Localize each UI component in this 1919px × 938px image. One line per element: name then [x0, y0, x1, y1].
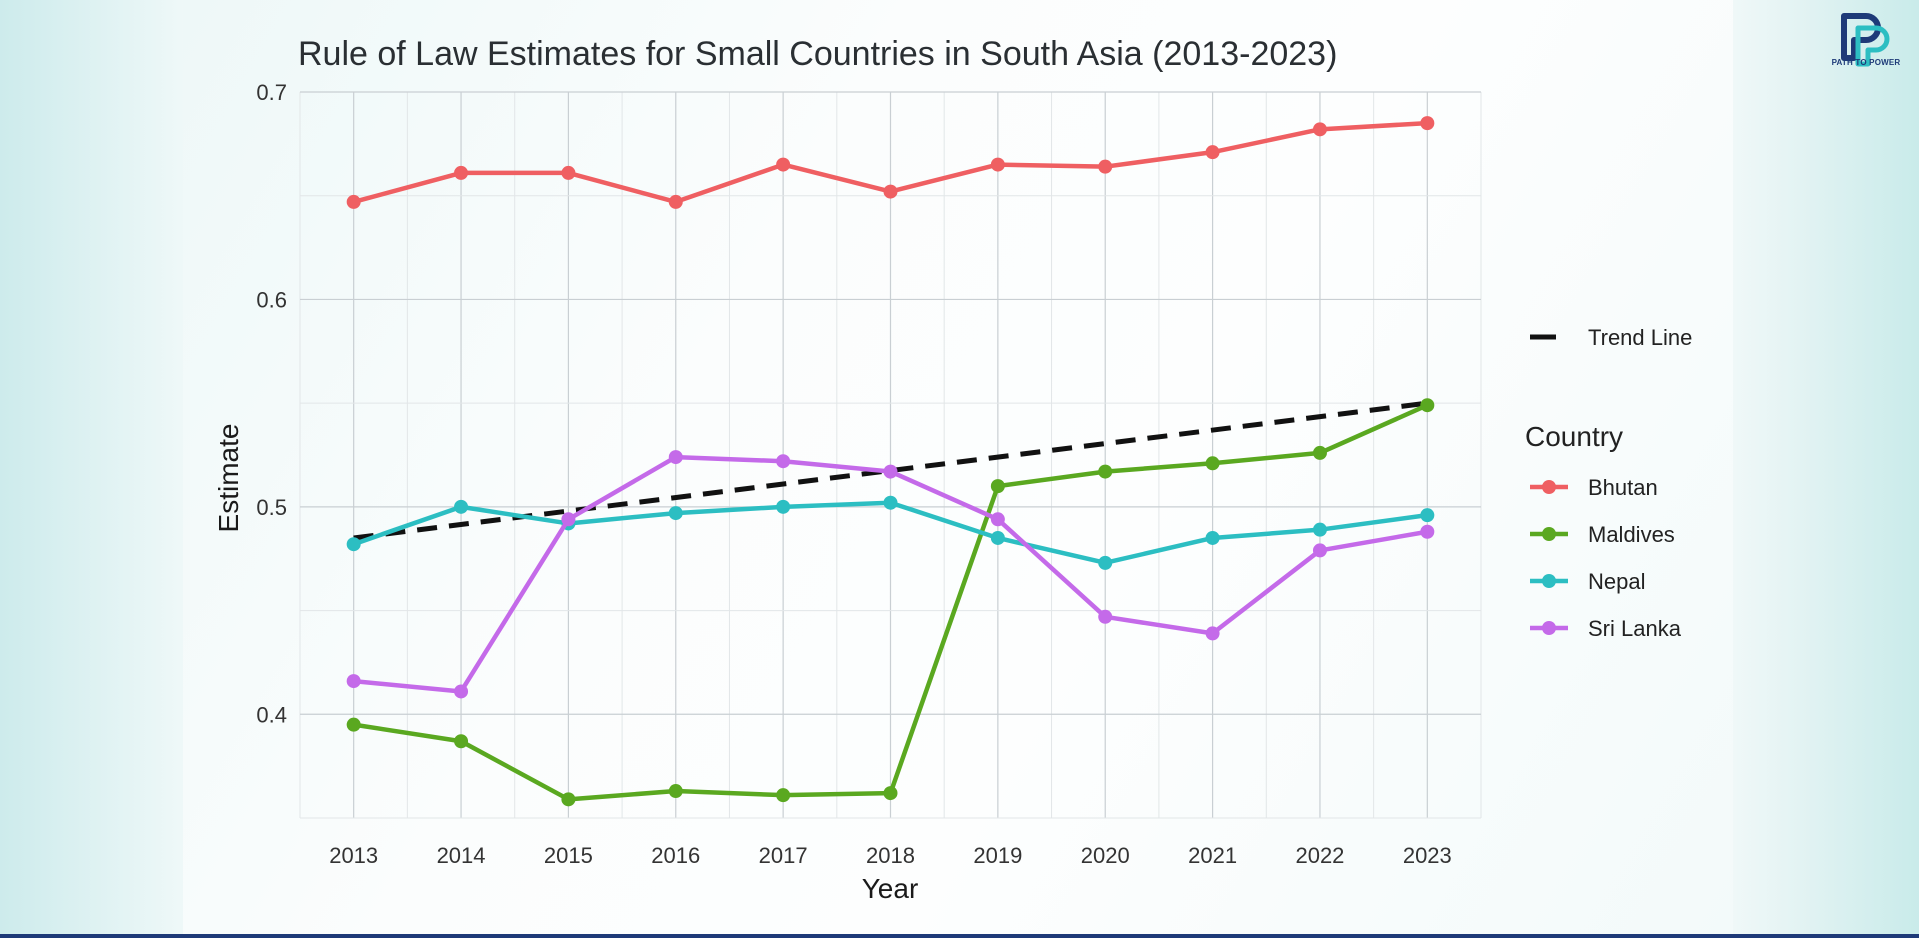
- legend-key-point-bhutan: [1542, 480, 1556, 494]
- legend-label-bhutan: Bhutan: [1588, 475, 1658, 500]
- data-point-sri-lanka: [668, 450, 683, 465]
- x-tick-label: 2018: [866, 843, 915, 868]
- data-point-sri-lanka: [346, 674, 361, 689]
- data-point-sri-lanka: [883, 464, 898, 479]
- data-point-sri-lanka: [1420, 524, 1435, 539]
- data-point-sri-lanka: [454, 684, 469, 699]
- y-tick-label: 0.6: [256, 287, 287, 312]
- data-point-maldives: [1098, 464, 1113, 479]
- path-to-power-logo-icon: [1841, 13, 1890, 67]
- data-point-sri-lanka: [990, 512, 1005, 527]
- data-point-maldives: [561, 792, 576, 807]
- data-point-maldives: [1312, 445, 1327, 460]
- data-point-maldives: [454, 734, 469, 749]
- data-point-nepal: [1205, 530, 1220, 545]
- data-point-nepal: [1420, 508, 1435, 523]
- data-point-nepal: [346, 537, 361, 552]
- legend-title: Country: [1525, 421, 1623, 452]
- data-point-maldives: [1205, 456, 1220, 471]
- x-tick-label: 2020: [1081, 843, 1130, 868]
- data-point-bhutan: [454, 165, 469, 180]
- x-tick-label: 2014: [437, 843, 486, 868]
- trend-line: [353, 400, 1428, 541]
- legend-label-trend-line: Trend Line: [1588, 325, 1692, 350]
- trend-line-layer: [353, 400, 1428, 541]
- x-axis-label: Year: [862, 873, 919, 904]
- data-point-sri-lanka: [1098, 609, 1113, 624]
- data-point-nepal: [776, 499, 791, 514]
- x-tick-label: 2019: [973, 843, 1022, 868]
- y-tick-label: 0.7: [256, 80, 287, 105]
- x-tick-label: 2013: [329, 843, 378, 868]
- x-tick-label: 2021: [1188, 843, 1237, 868]
- y-axis-label: Estimate: [213, 424, 244, 533]
- data-point-maldives: [1420, 398, 1435, 413]
- legend-key-point-sri-lanka: [1542, 621, 1556, 635]
- data-point-nepal: [454, 499, 469, 514]
- data-point-bhutan: [346, 194, 361, 209]
- legend-label-nepal: Nepal: [1588, 569, 1645, 594]
- data-point-maldives: [883, 786, 898, 801]
- data-point-nepal: [1098, 555, 1113, 570]
- x-tick-label: 2016: [651, 843, 700, 868]
- series-layer: [346, 116, 1435, 807]
- data-point-sri-lanka: [776, 454, 791, 469]
- data-point-bhutan: [668, 194, 683, 209]
- x-tick-label: 2015: [544, 843, 593, 868]
- data-point-bhutan: [1312, 122, 1327, 137]
- grid: [299, 91, 1482, 819]
- data-point-nepal: [990, 530, 1005, 545]
- legend-label-sri-lanka: Sri Lanka: [1588, 616, 1682, 641]
- data-point-sri-lanka: [1205, 626, 1220, 641]
- y-tick-label: 0.5: [256, 495, 287, 520]
- data-point-bhutan: [883, 184, 898, 199]
- data-point-maldives: [990, 479, 1005, 494]
- data-point-bhutan: [1205, 145, 1220, 160]
- axes: 2013 2014 2015 2016 2017 2018 2019 2020 2021 2022…: [256, 80, 1451, 868]
- y-tick-label: 0.4: [256, 702, 287, 727]
- bottom-rule: [0, 934, 1919, 938]
- chart-panel: [183, 0, 1733, 934]
- data-point-maldives: [776, 788, 791, 803]
- x-tick-label: 2023: [1403, 843, 1452, 868]
- data-point-nepal: [1312, 522, 1327, 537]
- data-point-sri-lanka: [1312, 543, 1327, 558]
- x-tick-label: 2022: [1295, 843, 1344, 868]
- legend: Trend Line Country Bhutan Maldives Nepal Sri …: [1525, 325, 1692, 641]
- data-point-sri-lanka: [561, 512, 576, 527]
- data-point-maldives: [668, 784, 683, 799]
- data-point-bhutan: [776, 157, 791, 172]
- logo-text: PATH TO POWER: [1831, 58, 1901, 67]
- legend-label-maldives: Maldives: [1588, 522, 1675, 547]
- data-point-maldives: [346, 717, 361, 732]
- data-point-bhutan: [1420, 116, 1435, 131]
- chart-title: Rule of Law Estimates for Small Countrie…: [298, 35, 1337, 73]
- x-tick-label: 2017: [759, 843, 808, 868]
- data-point-bhutan: [1098, 159, 1113, 174]
- legend-key-point-nepal: [1542, 574, 1556, 588]
- data-point-bhutan: [990, 157, 1005, 172]
- legend-key-point-maldives: [1542, 527, 1556, 541]
- data-point-nepal: [883, 495, 898, 510]
- data-point-bhutan: [561, 165, 576, 180]
- data-point-nepal: [668, 506, 683, 521]
